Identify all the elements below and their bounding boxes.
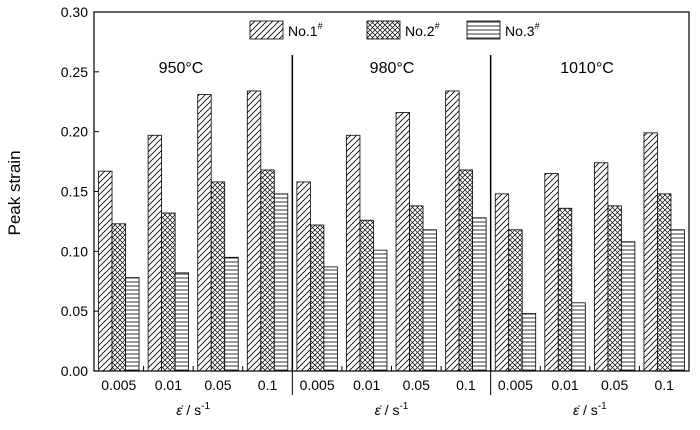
bar-no2 [508,229,523,372]
bar-no3 [620,241,636,372]
bar-no2 [359,219,374,372]
bar-no1 [445,90,460,372]
x-axis-title: ε̇ / s-1 [573,401,607,418]
bar-no3 [571,302,586,372]
bar-no2 [111,223,126,372]
bar-no2 [260,169,275,372]
bar-no2 [458,169,474,372]
y-tick-label: 0.05 [61,303,88,319]
x-tick-label: 0.1 [456,377,476,393]
bar-no2 [657,193,672,372]
bar-no3 [323,266,338,372]
bar-no1 [395,112,410,372]
legend-swatch [366,20,401,40]
bar-no2 [409,205,424,372]
bar-no3 [174,272,190,372]
temperature-label: 950°C [159,60,204,77]
x-tick-label: 0.05 [601,377,628,393]
y-tick-label: 0.20 [61,124,88,140]
legend-swatch [249,20,284,40]
y-axis: 0.00 0.05 0.10 0.15 0.20 0.25 0.30 [61,4,99,379]
x-axis-title: ε̇ / s-1 [176,401,210,418]
x-axis-title: ε̇ / s-1 [375,401,409,418]
x-tick-label: 0.01 [353,377,380,393]
bar-no2 [210,181,226,372]
legend-label: No.3# [505,21,540,39]
bar-no1 [346,134,361,372]
bar-no3 [224,256,239,372]
y-tick-label: 0.00 [61,363,88,379]
group-dividers [291,55,492,395]
bar-no1 [296,181,311,372]
x-tick-label: 0.005 [300,377,335,393]
x-tick-label: 0.005 [101,377,136,393]
legend-swatch [466,20,501,40]
bar-no1 [147,134,163,372]
temperature-labels: 950°C 980°C 1010°C [159,60,614,77]
bar-no2 [309,224,325,372]
bar-no1 [246,90,262,372]
bar-no2 [557,207,573,372]
bar-no1 [98,170,113,372]
x-tick-label: 0.1 [654,377,674,393]
x-tick-label: 0.05 [204,377,231,393]
plot-frame [93,11,690,372]
bar-no1 [494,193,510,372]
bar-no1 [593,162,609,372]
bars [98,90,685,372]
bar-no3 [472,217,487,372]
legend: No.1# No.2# No.3# [249,20,540,40]
bar-no1 [643,132,658,372]
bar-no3 [422,229,437,372]
x-tick-label: 0.05 [403,377,430,393]
bar-no2 [161,212,176,372]
x-tick-label: 0.01 [155,377,182,393]
bar-no1 [197,94,212,372]
y-tick-label: 0.15 [61,184,88,200]
y-tick-label: 0.10 [61,243,88,259]
bar-no3 [273,193,289,372]
x-tick-label: 0.1 [258,377,278,393]
x-tick-label: 0.01 [551,377,578,393]
bar-no1 [544,173,559,372]
legend-label: No.2# [405,21,440,39]
bar-no3 [521,313,537,372]
y-tick-label: 0.25 [61,64,88,80]
y-axis-title: Peak strain [5,150,24,235]
bar-no3 [125,277,140,372]
bar-no3 [373,249,388,372]
legend-label: No.1# [288,21,323,39]
x-axis: 0.005 0.01 0.05 0.1 ε̇ / s-1 0.005 0.01 0.05 0.1… [101,366,674,418]
temperature-label: 1010°C [560,60,614,77]
bar-no3 [670,229,685,372]
x-tick-label: 0.005 [498,377,533,393]
temperature-label: 980°C [370,60,415,77]
y-tick-label: 0.30 [61,4,88,20]
bar-no2 [607,205,622,372]
